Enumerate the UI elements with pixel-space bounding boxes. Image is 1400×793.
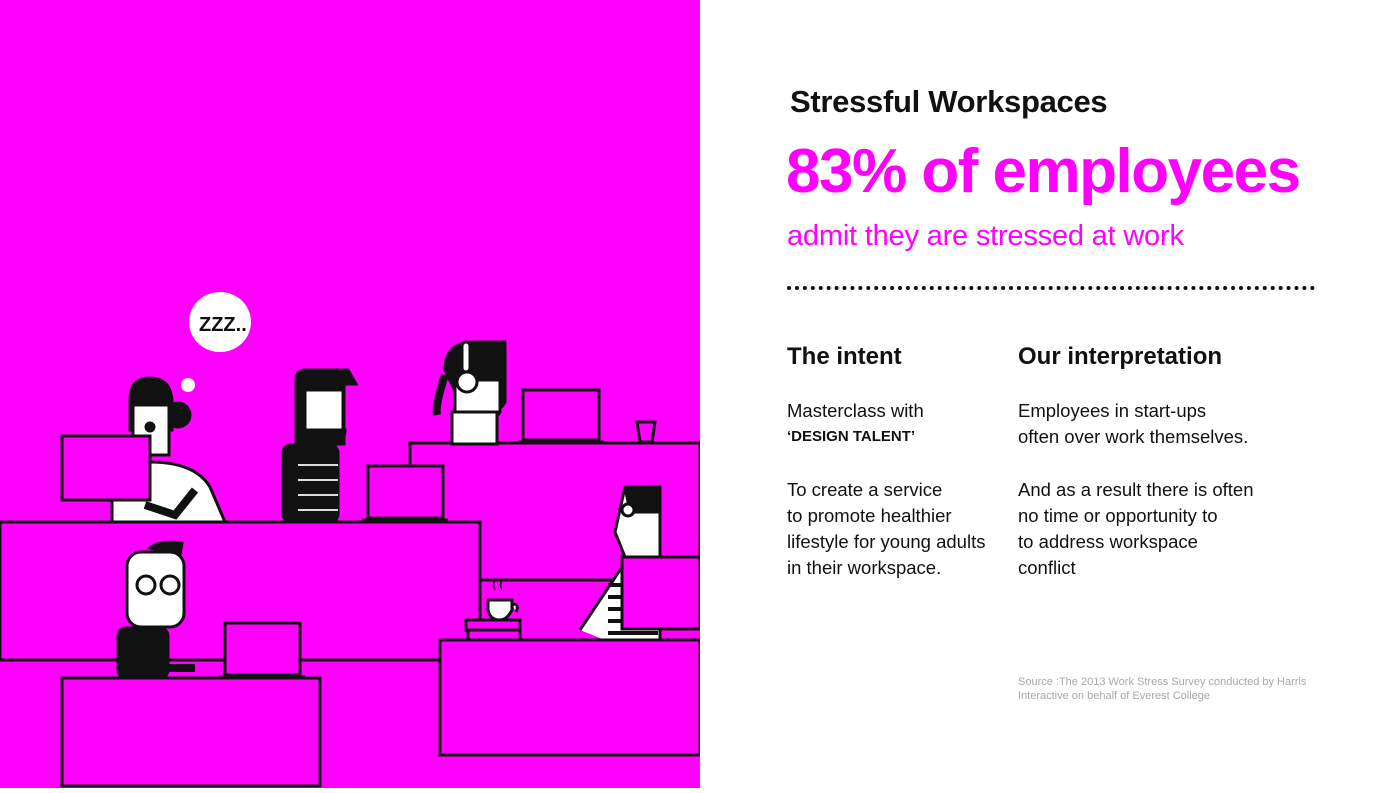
interpretation-body: Employees in start-ups often over work t… [1018, 398, 1254, 581]
monitor [620, 555, 702, 631]
person-headphones [432, 340, 507, 446]
monitor [60, 434, 152, 502]
interpretation-text: to address workspace [1018, 531, 1198, 552]
interpretation-text: And as a result there is often [1018, 479, 1254, 500]
intent-body: Masterclass with ‘DESIGN TALENT’ To crea… [787, 398, 985, 581]
source-note: Source :The 2013 Work Stress Survey cond… [1018, 675, 1306, 703]
interpretation-text: Employees in start-ups [1018, 400, 1207, 421]
laptop [223, 621, 302, 677]
laptop [521, 388, 601, 442]
laptop [366, 464, 445, 520]
coffee-mug-icon [486, 598, 519, 622]
intent-heading: The intent [787, 343, 902, 370]
headline-stat: 83% of employees [786, 137, 1301, 206]
subheadline: admit they are stressed at work [787, 220, 1184, 252]
intent-text: ‘DESIGN TALENT’ [787, 428, 916, 445]
intent-text: lifestyle for young adults [787, 531, 986, 552]
thought-bubble: ZZZ.. [170, 292, 251, 412]
source-line: Source :The 2013 Work Stress Survey cond… [1018, 676, 1307, 688]
coffee-cup-icon [635, 420, 657, 444]
source-line: Interactive on behalf of Everest College [1018, 690, 1211, 702]
front-left-desk [60, 676, 322, 788]
person-dotted [116, 540, 195, 680]
interpretation-heading: Our interpretation [1018, 343, 1223, 370]
intent-text: to promote healthier [787, 505, 952, 526]
interpretation-text: often over work themselves. [1018, 426, 1249, 447]
page-title: Stressful Workspaces [790, 84, 1108, 119]
interpretation-text: conflict [1018, 557, 1076, 578]
intent-text: Masterclass with [787, 400, 924, 421]
thought-bubble-text: ZZZ.. [199, 314, 247, 336]
intent-text: To create a service [787, 479, 943, 500]
intent-text: in their workspace. [787, 557, 942, 578]
interpretation-text: no time or opportunity to [1018, 505, 1218, 526]
dotted-divider [787, 286, 1315, 290]
office-illustration: ZZZ.. [0, 0, 702, 788]
person-bearded [281, 368, 359, 524]
front-right-desk [438, 638, 702, 757]
